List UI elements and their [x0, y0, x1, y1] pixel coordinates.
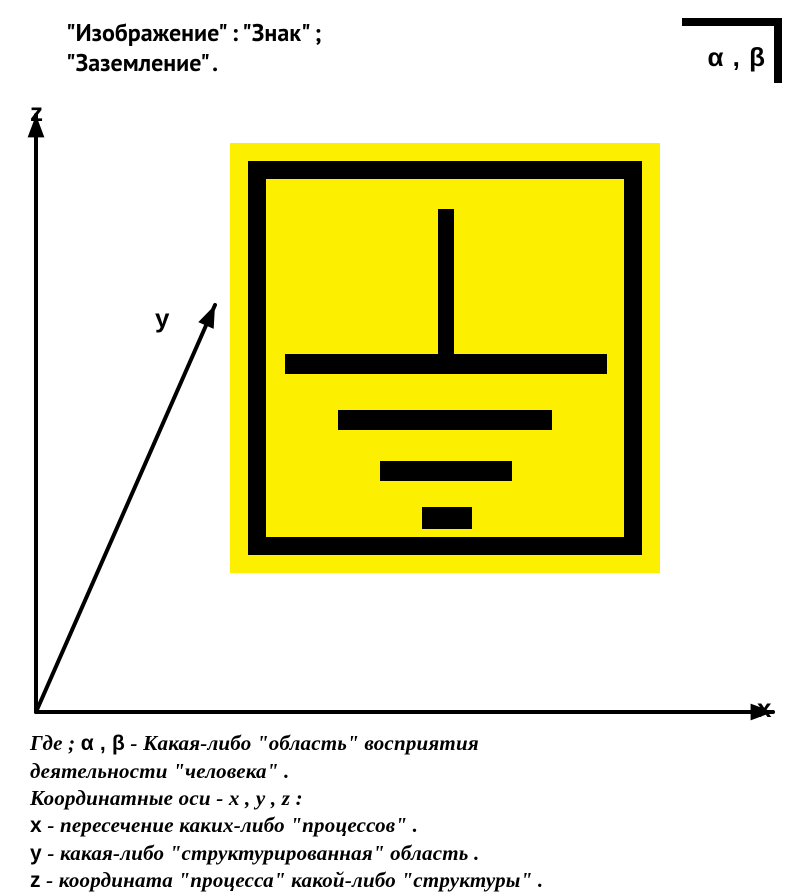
def-frag: - координата "процесса" какой-либо "стру…	[41, 868, 544, 892]
def-key: x	[30, 814, 42, 837]
diagram-page: "Изображение" : "Знак" ; "Заземление" . …	[0, 0, 800, 895]
def-frag: - Какая-либо "область" восприятия	[125, 731, 479, 755]
def-line-4: x - пересечение каких-либо "процессов" .	[30, 812, 782, 840]
def-frag: - какая-либо "структурированная" область…	[42, 841, 480, 865]
def-line-1: Где ; α , β - Какая-либо "область" воспр…	[30, 730, 782, 758]
ground-symbol-bar-2	[338, 410, 552, 430]
def-greek: α , β	[81, 732, 125, 755]
def-line-6: z - координата "процесса" какой-либо "ст…	[30, 867, 782, 895]
def-line-2: деятельности "человека" .	[30, 758, 782, 785]
definitions-block: Где ; α , β - Какая-либо "область" воспр…	[30, 730, 782, 895]
ground-symbol-bar-1	[285, 354, 607, 374]
def-line-5: y - какая-либо "структурированная" облас…	[30, 840, 782, 868]
ground-symbol-bar-3	[380, 461, 512, 481]
def-frag: Где ;	[30, 731, 81, 755]
def-key: z	[30, 869, 41, 892]
ground-symbol-stem	[438, 209, 454, 354]
def-line-3: Координатные оси - x , y , z :	[30, 785, 782, 812]
def-frag: - пересечение каких-либо "процессов" .	[42, 813, 418, 837]
grounding-sign	[230, 143, 660, 573]
ground-symbol-bar-4	[422, 507, 472, 529]
def-key: y	[30, 842, 42, 865]
